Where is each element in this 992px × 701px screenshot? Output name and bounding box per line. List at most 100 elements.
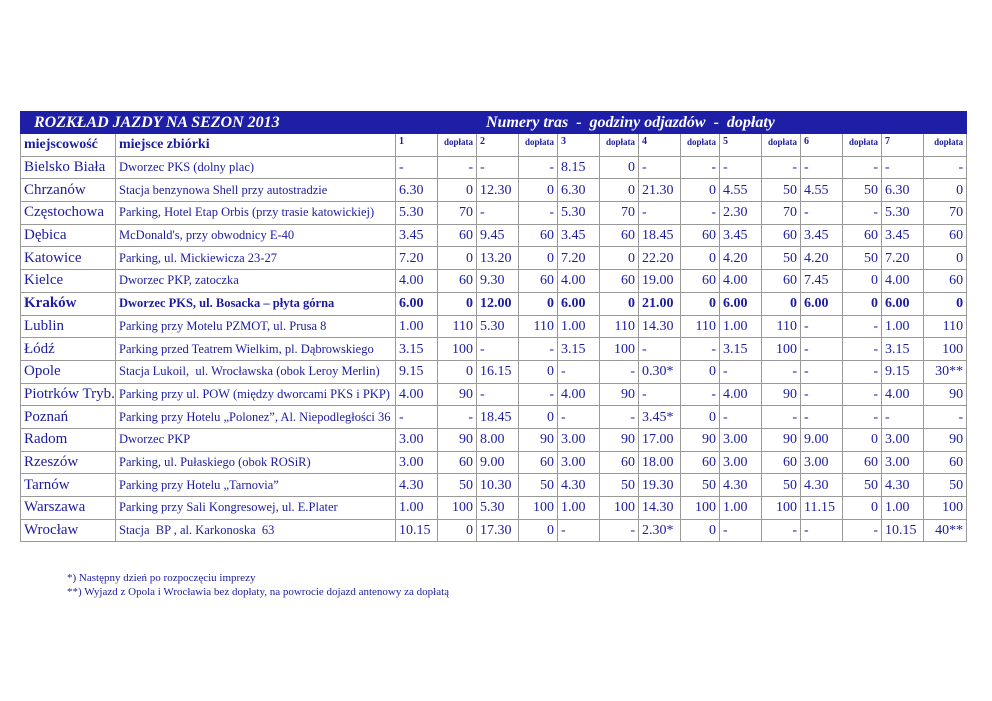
time-cell: 13.20 [476, 246, 519, 271]
city-cell: Katowice [20, 246, 116, 271]
time-cell: 9.15 [395, 359, 438, 384]
surcharge-cell: 60 [922, 223, 968, 248]
table-row: Częstochowa Parking, Hotel Etap Orbis (pr… [20, 201, 968, 225]
place-cell: Stacja benzynowa Shell przy autostradzie [115, 178, 396, 203]
time-cell: - [800, 314, 843, 339]
time-cell: 6.00 [557, 291, 600, 316]
time-cell: - [800, 382, 843, 407]
title: ROZKŁAD JAZDY NA SEZON 2013 [34, 114, 280, 131]
surcharge-cell: 0 [599, 246, 639, 271]
time-cell: 3.00 [557, 427, 600, 452]
surcharge-cell: 0 [842, 496, 882, 520]
time-cell: - [719, 359, 762, 384]
time-cell: 5.30 [476, 496, 519, 520]
time-cell: 3.00 [719, 427, 762, 452]
city-cell: Radom [20, 427, 116, 452]
time-cell: - [476, 337, 519, 361]
time-cell: - [557, 359, 600, 384]
time-cell: - [881, 155, 924, 180]
subtitle: Numery tras - godziny odjazdów - dopłaty [486, 114, 775, 131]
footnote: **) Wyjazd z Opola i Wrocławia bez dopła… [67, 586, 450, 598]
time-cell: - [800, 359, 843, 384]
city-cell: Tarnów [20, 473, 116, 497]
city-cell: Piotrków Tryb. [20, 382, 116, 407]
time-cell: - [395, 155, 438, 180]
table-row: Kielce Dworzec PKP, zatoczka 4.00 60 9.30 60 4… [20, 269, 968, 293]
time-cell: 5.30 [557, 201, 600, 225]
surcharge-cell: 60 [922, 450, 968, 475]
time-cell: 5.30 [476, 314, 519, 339]
time-cell: 4.00 [719, 269, 762, 293]
surcharge-cell: 0 [922, 246, 968, 271]
time-cell: 9.00 [800, 427, 843, 452]
time-cell: 9.45 [476, 223, 519, 248]
time-cell: 12.00 [476, 291, 519, 316]
time-cell: 3.45 [881, 223, 924, 248]
surcharge-cell: - [680, 201, 720, 225]
time-cell: 9.15 [881, 359, 924, 384]
surcharge-cell: 60 [518, 223, 558, 248]
surcharge-cell: 90 [761, 427, 801, 452]
place-cell: Parking przy Hotelu „Tarnovia” [115, 473, 396, 497]
surcharge-cell: 90 [599, 427, 639, 452]
column-header: dopłata [599, 133, 639, 157]
surcharge-cell: 0 [922, 178, 968, 203]
surcharge-cell: 0 [761, 291, 801, 316]
surcharge-cell: 90 [518, 427, 558, 452]
surcharge-cell: 70 [599, 201, 639, 225]
surcharge-cell: 90 [599, 382, 639, 407]
surcharge-cell: 70 [437, 201, 477, 225]
time-cell: - [719, 155, 762, 180]
place-cell: Parking przy ul. POW (między dworcami PK… [115, 382, 396, 407]
city-cell: Poznań [20, 405, 116, 429]
surcharge-cell: 0 [842, 427, 882, 452]
surcharge-cell: 0 [518, 178, 558, 203]
surcharge-cell: 60 [680, 450, 720, 475]
time-cell: 3.15 [719, 337, 762, 361]
surcharge-cell: - [680, 382, 720, 407]
time-cell: 7.20 [557, 246, 600, 271]
time-cell: 4.30 [800, 473, 843, 497]
column-header: dopłata [680, 133, 720, 157]
time-cell: 5.30 [395, 201, 438, 225]
time-cell: 22.20 [638, 246, 681, 271]
city-cell: Łódź [20, 337, 116, 361]
title-row: ROZKŁAD JAZDY NA SEZON 2013 Numery tras -… [19, 111, 968, 134]
surcharge-cell: 0 [437, 359, 477, 384]
surcharge-cell: 100 [922, 496, 968, 520]
time-cell: - [638, 337, 681, 361]
place-cell: Parking przy Hotelu „Polonez”, Al. Niepo… [115, 405, 396, 429]
city-cell: Chrzanów [20, 178, 116, 203]
schedule-table: ROZKŁAD JAZDY NA SEZON 2013 Numery tras -… [19, 111, 968, 543]
time-cell: 3.45 [719, 223, 762, 248]
place-cell: Parking przed Teatrem Wielkim, pl. Dąbro… [115, 337, 396, 361]
time-cell: - [476, 201, 519, 225]
table-row: Opole Stacja Lukoil, ul. Wrocławska (obok… [20, 359, 968, 384]
surcharge-cell: 50 [761, 178, 801, 203]
time-cell: - [395, 405, 438, 429]
time-cell: 7.45 [800, 269, 843, 293]
surcharge-cell: 0 [842, 291, 882, 316]
surcharge-cell: 50 [599, 473, 639, 497]
time-cell: 4.20 [800, 246, 843, 271]
time-cell: 4.00 [557, 269, 600, 293]
surcharge-cell: 60 [680, 223, 720, 248]
time-cell: 2.30 [719, 201, 762, 225]
surcharge-cell: 100 [761, 496, 801, 520]
table-row: Rzeszów Parking, ul. Pułaskiego (obok ROS… [20, 450, 968, 475]
time-cell: 1.00 [719, 496, 762, 520]
time-cell: - [800, 155, 843, 180]
city-cell: Bielsko Biała [20, 155, 116, 180]
time-cell: 4.55 [800, 178, 843, 203]
table-row: Radom Dworzec PKP 3.00 90 8.00 90 3.00 90 17.00 9… [20, 427, 968, 452]
time-cell: - [881, 405, 924, 429]
time-cell: 6.00 [719, 291, 762, 316]
table-row: Katowice Parking, ul. Mickiewicza 23-27 7.… [20, 246, 968, 271]
column-header: dopłata [842, 133, 882, 157]
surcharge-cell: 0 [437, 246, 477, 271]
column-header: dopłata [922, 133, 968, 157]
table-row: Dębica McDonald's, przy obwodnicy E-40 3.4… [20, 223, 968, 248]
column-header: dopłata [761, 133, 801, 157]
surcharge-cell: - [922, 155, 968, 180]
